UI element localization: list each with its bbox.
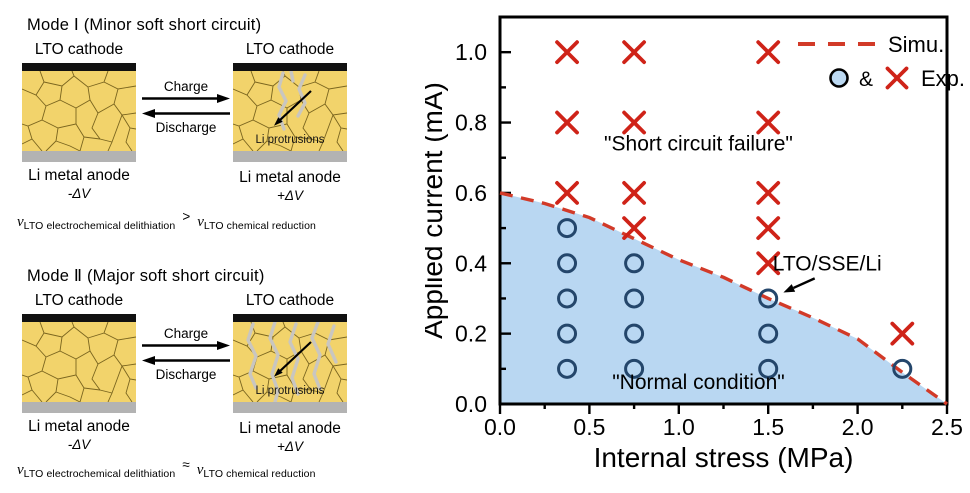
li-protrusion-arrow-icon <box>272 89 313 127</box>
li-anode-bar <box>233 151 347 162</box>
charge-discharge-arrows-icon <box>142 341 230 365</box>
mode2-pristine-cell-diagram <box>22 314 136 413</box>
discharge-label: Discharge <box>155 120 217 135</box>
cell-stack-arrow-icon <box>783 277 816 293</box>
legend-exp-label: Exp. <box>921 66 965 91</box>
formula-relation: ≈ <box>182 457 190 472</box>
li-anode-bar <box>233 402 347 413</box>
phase-diagram-chart: 0.0 0.5 1.0 1.5 2.0 2.5 0.0 0.2 0.4 0.6 0.8 1.0 "Sho… <box>425 15 965 473</box>
mode1-protrusion-label: Li protrusions <box>255 134 325 146</box>
charge-label: Charge <box>163 79 209 94</box>
formula-left-subscript: LTO electrochemical delithiation <box>23 220 176 232</box>
svg-text:0.8: 0.8 <box>455 110 487 136</box>
svg-text:1.0: 1.0 <box>455 39 487 65</box>
v-symbol: v <box>196 462 204 478</box>
grain-mesh-graphic <box>22 322 136 402</box>
lto-grain-area <box>22 71 136 151</box>
li-anode-bar <box>22 151 136 162</box>
formula-left-subscript: LTO electrochemical delithiation <box>23 468 176 480</box>
mode1-rate-formula: vLTO electrochemical delithiation> vLTO c… <box>17 209 316 232</box>
mode2-protrusion-label: Li protrusions <box>255 385 325 397</box>
mode1-left-cathode-label: LTO cathode <box>34 41 124 58</box>
short-circuit-failure-label: "Short circuit failure" <box>604 133 793 156</box>
formula-relation: > <box>182 209 191 224</box>
grain-mesh-graphic <box>22 71 136 151</box>
mode1-cycle-arrows: Charge Discharge <box>141 79 231 141</box>
svg-text:2.0: 2.0 <box>842 414 874 440</box>
y-axis-title: Applied current (mA) <box>425 82 448 339</box>
current-collector-bar <box>22 314 136 322</box>
current-collector-bar <box>22 63 136 71</box>
v-symbol: v <box>17 214 24 230</box>
svg-text:0.4: 0.4 <box>455 250 487 276</box>
mode1-right-voltage-label: +ΔV <box>277 188 303 203</box>
legend-circle-sample <box>829 68 849 88</box>
mode1-left-voltage-label: -ΔV <box>67 186 91 201</box>
legend: Simu.& Exp. <box>798 32 965 91</box>
svg-text:2.5: 2.5 <box>931 414 963 440</box>
mode2-charged-cell-diagram: Li protrusions <box>233 314 347 413</box>
mode1-title: Mode Ⅰ (Minor soft short circuit) <box>27 16 262 34</box>
normal-condition-label: "Normal condition" <box>612 371 784 394</box>
svg-text:0.5: 0.5 <box>573 414 605 440</box>
lto-grain-area: Li protrusions <box>233 71 347 151</box>
svg-text:1.5: 1.5 <box>752 414 784 440</box>
mode2-left-cathode-label: LTO cathode <box>34 292 124 309</box>
mode2-rate-formula: vLTO electrochemical delithiation≈ vLTO c… <box>17 457 316 480</box>
svg-text:0.0: 0.0 <box>455 391 487 417</box>
mode2-right-voltage-label: +ΔV <box>277 439 303 454</box>
legend-simu-label: Simu. <box>888 32 944 57</box>
mode2-left-anode-label: Li metal anode <box>28 418 130 435</box>
mode1-right-cathode-label: LTO cathode <box>245 41 335 58</box>
grain-mesh-with-protrusions-graphic <box>233 71 347 151</box>
svg-text:0.2: 0.2 <box>455 321 487 347</box>
mode2-right-anode-label: Li metal anode <box>239 420 341 437</box>
normal-region-fill <box>500 192 947 404</box>
svg-text:0.6: 0.6 <box>455 180 487 206</box>
v-symbol: v <box>197 214 204 230</box>
discharge-label: Discharge <box>155 367 217 382</box>
svg-text:1.0: 1.0 <box>663 414 695 440</box>
v-symbol: v <box>17 462 24 478</box>
grain-mesh-with-protrusions-graphic <box>233 322 347 402</box>
mode2-cycle-arrows: Charge Discharge <box>141 326 231 388</box>
mode1-left-anode-label: Li metal anode <box>28 167 130 184</box>
x-axis-title: Internal stress (MPa) <box>594 442 854 473</box>
current-collector-bar <box>233 63 347 71</box>
lto-grain-area <box>22 322 136 402</box>
plot-frame <box>498 15 949 406</box>
legend-x-sample <box>885 66 909 90</box>
formula-right-subscript: LTO chemical reduction <box>203 468 316 480</box>
mode2-right-cathode-label: LTO cathode <box>245 292 335 309</box>
current-collector-bar <box>233 314 347 322</box>
cell-stack-label: LTO/SSE/Li <box>773 252 882 275</box>
exp-short-circuit-x-markers <box>555 40 915 346</box>
formula-right-subscript: LTO chemical reduction <box>203 220 316 232</box>
svg-text:0.0: 0.0 <box>484 414 516 440</box>
lto-grain-area: Li protrusions <box>233 322 347 402</box>
mode2-left-voltage-label: -ΔV <box>67 437 91 452</box>
mode2-title: Mode Ⅱ (Major soft short circuit) <box>27 267 265 285</box>
mode1-right-anode-label: Li metal anode <box>239 169 341 186</box>
mode1-pristine-cell-diagram <box>22 63 136 162</box>
simulation-boundary-line <box>499 191 948 406</box>
legend-joiner: & <box>859 68 873 91</box>
charge-discharge-arrows-icon <box>142 94 230 118</box>
charge-label: Charge <box>163 326 209 341</box>
mode1-charged-cell-diagram: Li protrusions <box>233 63 347 162</box>
annotations: "Short circuit failure" "Normal condition… <box>604 133 882 395</box>
exp-normal-circle-markers <box>557 218 913 379</box>
y-tick-labels: 0.0 0.2 0.4 0.6 0.8 1.0 <box>455 39 487 417</box>
li-anode-bar <box>22 402 136 413</box>
x-tick-labels: 0.0 0.5 1.0 1.5 2.0 2.5 <box>484 414 963 440</box>
